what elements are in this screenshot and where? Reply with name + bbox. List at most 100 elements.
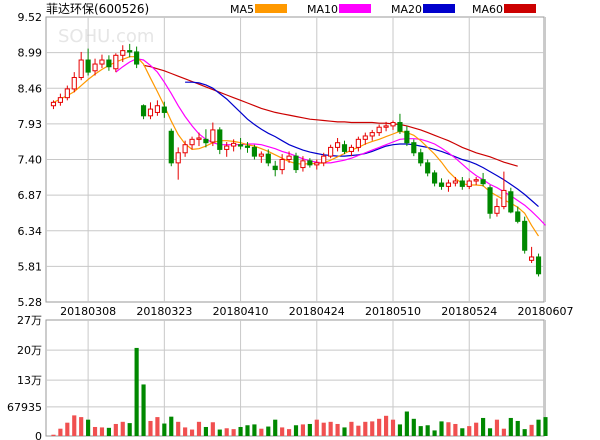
volume-bar (65, 422, 70, 436)
candle-body-down (404, 130, 410, 144)
date-tick-label: 20180524 (441, 305, 497, 318)
volume-bar (245, 425, 250, 436)
volume-bar (425, 425, 430, 436)
legend-swatch-ma5 (255, 4, 287, 13)
volume-bar (453, 423, 458, 436)
candle-body-up (321, 155, 327, 164)
candle (210, 122, 216, 147)
candle-body-up (529, 256, 535, 261)
candle (321, 152, 327, 167)
candle (237, 137, 244, 150)
volume-bar (86, 419, 91, 436)
legend-swatch-ma60 (504, 4, 536, 13)
volume-bar (210, 422, 215, 436)
candle (92, 58, 98, 76)
candle-body-up (92, 63, 98, 72)
candle-body-up (154, 105, 160, 113)
candle (369, 129, 375, 141)
volume-bar (432, 430, 437, 436)
legend-label-ma5: MA5 (230, 3, 254, 16)
volume-bar (79, 417, 84, 436)
candle-body-up (196, 137, 202, 140)
volume-bar (99, 427, 105, 436)
candle-body-down (487, 187, 493, 214)
candle (300, 156, 306, 172)
volume-bar (390, 419, 396, 436)
candle (535, 253, 542, 277)
candle-body-down (272, 165, 278, 171)
price-tick-label: 9.52 (18, 11, 43, 24)
volume-bar (460, 428, 465, 436)
candle (265, 149, 271, 167)
candle-body-up (231, 142, 237, 147)
date-tick-label: 20180607 (517, 305, 573, 318)
date-tick-label: 20180510 (365, 305, 421, 318)
candle-body-up (113, 54, 119, 70)
candle-body-down (432, 172, 438, 184)
candle (508, 187, 514, 214)
volume-bar (120, 421, 125, 436)
candle (175, 147, 181, 180)
date-axis: 20180308 20180323 20180410 20180424 20180510… (60, 305, 573, 318)
candle (383, 121, 389, 132)
price-tick-label: 7.93 (18, 118, 43, 131)
candle-body-up (120, 50, 126, 56)
candle-body-down (203, 138, 209, 144)
candle-body-down (480, 179, 486, 185)
volume-bar (127, 423, 132, 436)
volume-bar (189, 429, 195, 436)
volume-bar (134, 347, 139, 436)
candle (494, 198, 500, 217)
volume-axis: 27万 20万 13万 67935 0 (7, 314, 42, 440)
volume-bar (474, 422, 479, 436)
candle-body-up (279, 159, 285, 171)
candle (127, 43, 133, 58)
volume-tick-label: 0 (35, 430, 42, 440)
volume-bar (196, 421, 202, 436)
volume-bars (51, 347, 548, 436)
candle (71, 72, 77, 93)
volume-bar (300, 424, 306, 436)
candle (78, 51, 84, 81)
price-tick-label: 5.28 (18, 296, 43, 309)
volume-bar (418, 426, 423, 436)
legend-label-ma60: MA60 (472, 3, 503, 16)
volume-bar (106, 427, 111, 436)
candle-body-up (452, 180, 458, 184)
candle (161, 101, 167, 118)
candle-body-down (217, 129, 223, 150)
candle-body-up (258, 153, 264, 157)
candle-body-up (300, 160, 306, 169)
candle (501, 171, 507, 210)
volume-bar (411, 418, 416, 436)
candle-body-up (71, 76, 77, 90)
volume-bar (356, 425, 361, 436)
candle-body-up (147, 108, 154, 117)
candle-body-down (397, 122, 403, 132)
legend-swatch-ma20 (423, 4, 455, 13)
volume-bar (536, 419, 541, 436)
price-tick-label: 7.40 (18, 154, 43, 167)
candle-body-up (466, 180, 472, 187)
volume-bar (363, 421, 368, 436)
candle-body-up (348, 146, 355, 152)
candle (182, 140, 188, 157)
legend: MA5 MA10 MA20 MA60 (230, 3, 536, 16)
candle (57, 93, 63, 106)
volume-bar (404, 411, 409, 436)
candle (445, 179, 452, 192)
volume-bar (515, 420, 520, 436)
volume-bar (231, 429, 236, 436)
candle (106, 55, 112, 71)
candle (286, 151, 292, 163)
volume-bar (467, 426, 472, 436)
candle (376, 124, 382, 136)
volume-bar (439, 421, 444, 436)
volume-bar (280, 427, 285, 436)
volume-bar (522, 429, 527, 436)
candle (147, 102, 154, 120)
price-tick-label: 6.87 (18, 189, 43, 202)
candle (459, 176, 465, 190)
candle-body-up (57, 97, 63, 103)
